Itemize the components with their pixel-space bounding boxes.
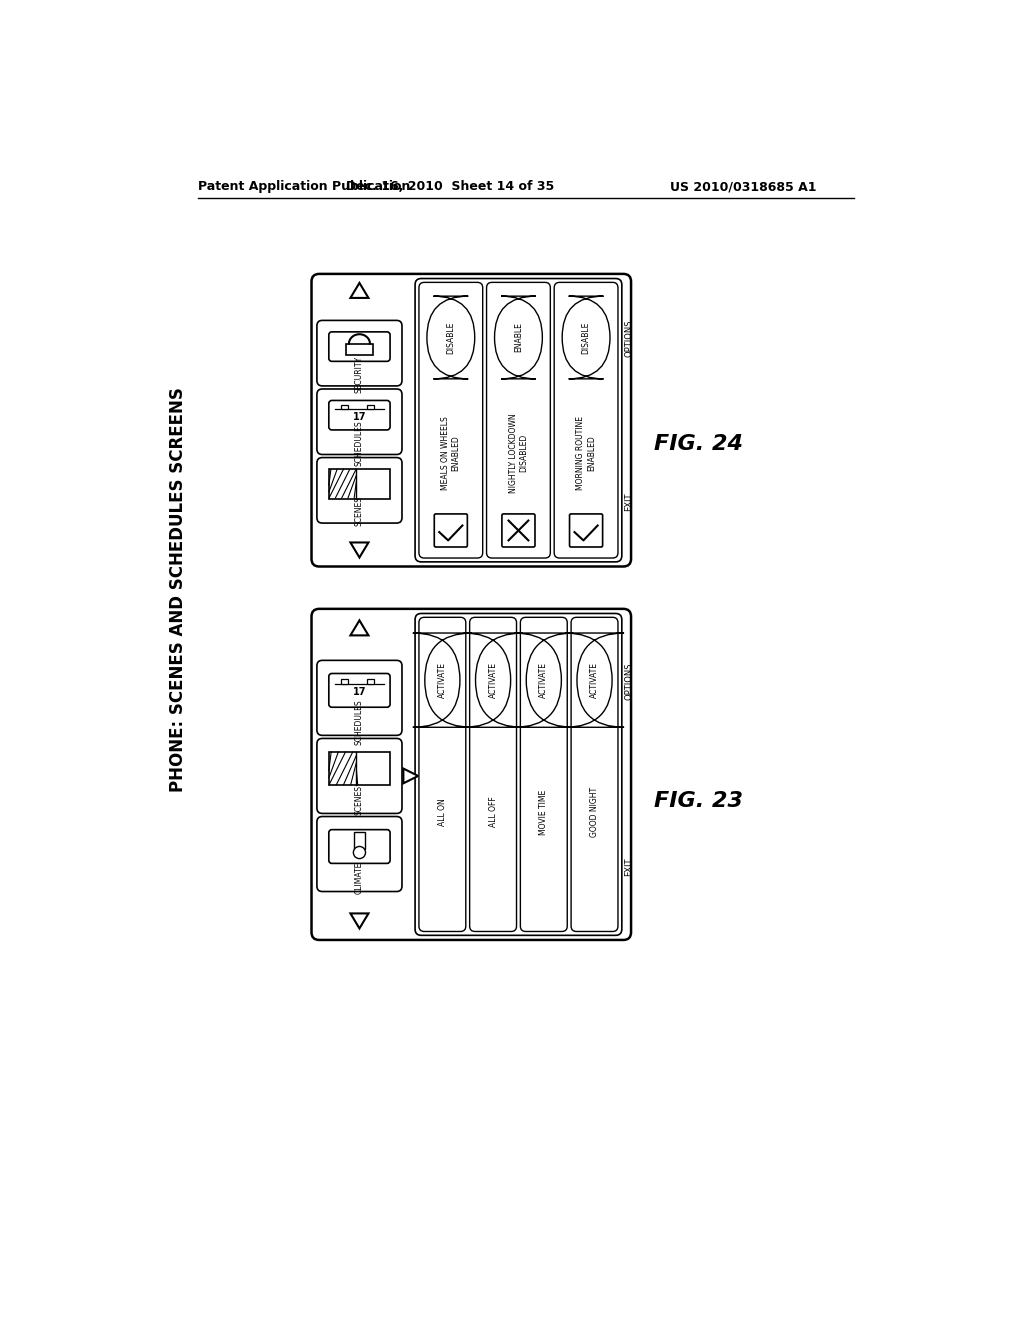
Text: ALL OFF: ALL OFF <box>488 797 498 828</box>
Polygon shape <box>350 282 369 298</box>
FancyBboxPatch shape <box>470 618 516 932</box>
FancyBboxPatch shape <box>413 634 472 727</box>
FancyBboxPatch shape <box>316 389 402 454</box>
Text: ACTIVATE: ACTIVATE <box>590 663 599 698</box>
Text: DISABLE: DISABLE <box>446 321 456 354</box>
Text: DISABLE: DISABLE <box>582 321 591 354</box>
FancyBboxPatch shape <box>502 513 535 546</box>
Bar <box>367 405 374 409</box>
FancyBboxPatch shape <box>571 618 617 932</box>
Polygon shape <box>350 620 369 635</box>
FancyBboxPatch shape <box>520 618 567 932</box>
Text: MOVIE TIME: MOVIE TIME <box>540 789 548 834</box>
Text: SCHEDULES: SCHEDULES <box>355 700 364 744</box>
FancyBboxPatch shape <box>562 296 610 379</box>
FancyBboxPatch shape <box>329 400 390 430</box>
FancyBboxPatch shape <box>316 321 402 385</box>
Circle shape <box>353 846 366 858</box>
FancyBboxPatch shape <box>514 634 573 727</box>
Text: ENABLE: ENABLE <box>514 322 523 352</box>
Text: SCHEDULES: SCHEDULES <box>355 420 364 466</box>
Polygon shape <box>350 913 369 928</box>
Text: SCENES: SCENES <box>355 496 364 527</box>
Text: MEALS ON WHEELS
ENABLED: MEALS ON WHEELS ENABLED <box>441 416 461 490</box>
FancyBboxPatch shape <box>415 279 622 562</box>
Text: SECURITY: SECURITY <box>355 355 364 392</box>
Text: OPTIONS: OPTIONS <box>625 319 633 356</box>
Bar <box>346 343 373 355</box>
FancyBboxPatch shape <box>316 738 402 813</box>
FancyBboxPatch shape <box>311 275 631 566</box>
Text: ALL ON: ALL ON <box>438 799 446 826</box>
FancyBboxPatch shape <box>554 282 617 558</box>
FancyBboxPatch shape <box>316 458 402 523</box>
Text: MORNING ROUTINE
ENABLED: MORNING ROUTINE ENABLED <box>577 416 596 490</box>
Text: 17: 17 <box>352 686 367 697</box>
FancyBboxPatch shape <box>495 296 543 379</box>
Bar <box>354 832 365 849</box>
Bar <box>341 405 348 409</box>
Text: US 2010/0318685 A1: US 2010/0318685 A1 <box>670 181 816 194</box>
FancyBboxPatch shape <box>419 282 482 558</box>
Text: CLIMATE: CLIMATE <box>355 862 364 894</box>
Text: ACTIVATE: ACTIVATE <box>540 663 548 698</box>
Text: EXIT: EXIT <box>625 858 633 876</box>
FancyBboxPatch shape <box>419 618 466 932</box>
Text: ACTIVATE: ACTIVATE <box>438 663 446 698</box>
Text: Patent Application Publication: Patent Application Publication <box>199 181 411 194</box>
Text: 17: 17 <box>352 412 367 421</box>
Polygon shape <box>403 768 418 783</box>
Text: SCENES: SCENES <box>355 785 364 814</box>
FancyBboxPatch shape <box>316 660 402 735</box>
FancyBboxPatch shape <box>311 609 631 940</box>
FancyBboxPatch shape <box>329 331 390 362</box>
Text: FIG. 23: FIG. 23 <box>654 791 743 810</box>
Text: FIG. 24: FIG. 24 <box>654 433 743 454</box>
FancyBboxPatch shape <box>434 513 467 546</box>
Text: GOOD NIGHT: GOOD NIGHT <box>590 787 599 837</box>
FancyBboxPatch shape <box>316 817 402 891</box>
Bar <box>329 469 390 499</box>
FancyBboxPatch shape <box>565 634 624 727</box>
FancyBboxPatch shape <box>427 296 475 379</box>
FancyBboxPatch shape <box>464 634 522 727</box>
Text: OPTIONS: OPTIONS <box>625 663 633 701</box>
FancyBboxPatch shape <box>415 614 622 936</box>
Bar <box>367 678 374 684</box>
Bar <box>341 678 348 684</box>
Polygon shape <box>350 543 369 557</box>
FancyBboxPatch shape <box>486 282 550 558</box>
FancyBboxPatch shape <box>329 673 390 708</box>
Bar <box>329 751 390 785</box>
Text: NIGHTLY LOCKDOWN
DISABLED: NIGHTLY LOCKDOWN DISABLED <box>509 413 528 494</box>
Text: ACTIVATE: ACTIVATE <box>488 663 498 698</box>
Text: EXIT: EXIT <box>625 492 633 511</box>
FancyBboxPatch shape <box>329 830 390 863</box>
Text: Dec. 16, 2010  Sheet 14 of 35: Dec. 16, 2010 Sheet 14 of 35 <box>346 181 554 194</box>
Text: PHONE: SCENES AND SCHEDULES SCREENS: PHONE: SCENES AND SCHEDULES SCREENS <box>169 387 187 792</box>
FancyBboxPatch shape <box>569 513 602 546</box>
